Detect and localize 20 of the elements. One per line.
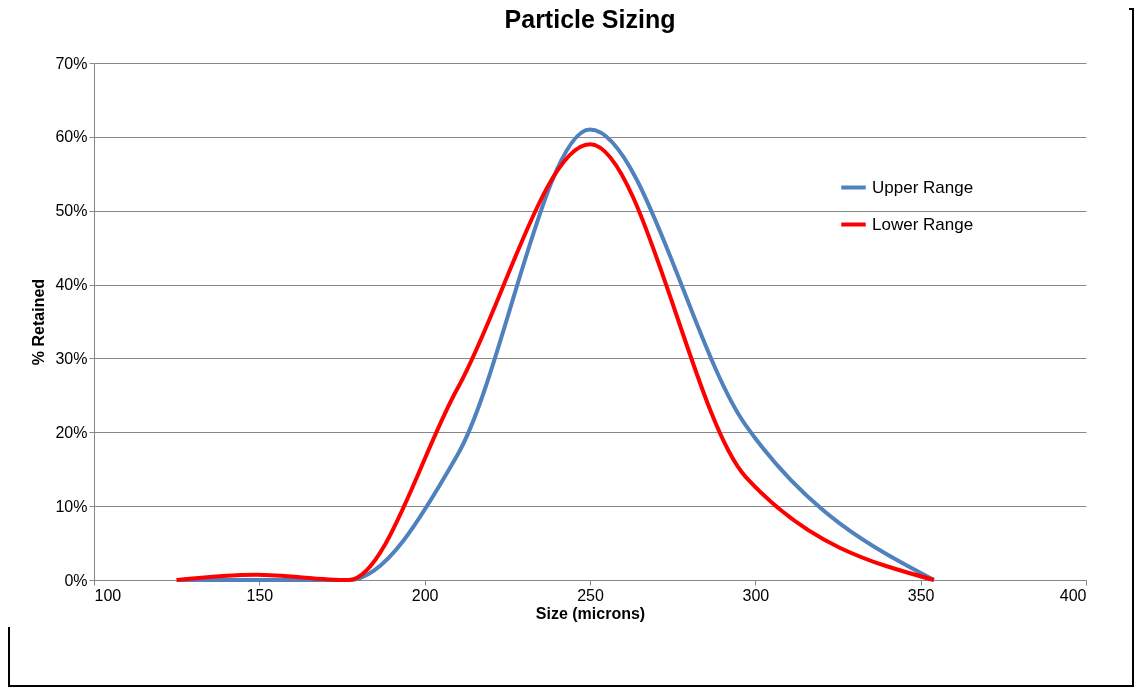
x-tick-label: 250 xyxy=(577,586,604,604)
x-tick-label: 350 xyxy=(907,586,935,604)
legend-label: Upper Range xyxy=(872,177,974,197)
y-tick-label: 30% xyxy=(55,349,88,367)
y-tick-label: 20% xyxy=(55,423,88,441)
y-tick-label: 0% xyxy=(64,571,88,589)
y-tick-label: 60% xyxy=(55,128,88,146)
y-tick-label: 40% xyxy=(55,276,88,294)
y-axis-title: % Retained xyxy=(30,278,48,366)
x-tick-label: 150 xyxy=(246,586,274,604)
x-tick-label: 300 xyxy=(742,586,770,604)
chart-title: Particle Sizing xyxy=(504,5,676,33)
legend-label: Lower Range xyxy=(872,214,974,234)
x-tick-label: 400 xyxy=(1059,586,1087,604)
y-tick-label: 50% xyxy=(55,202,88,220)
x-tick-label: 100 xyxy=(94,586,122,604)
y-tick-label: 70% xyxy=(55,54,88,72)
y-tick-label: 10% xyxy=(55,497,88,515)
x-axis-title: Size (microns) xyxy=(535,604,646,622)
x-tick-label: 200 xyxy=(411,586,439,604)
